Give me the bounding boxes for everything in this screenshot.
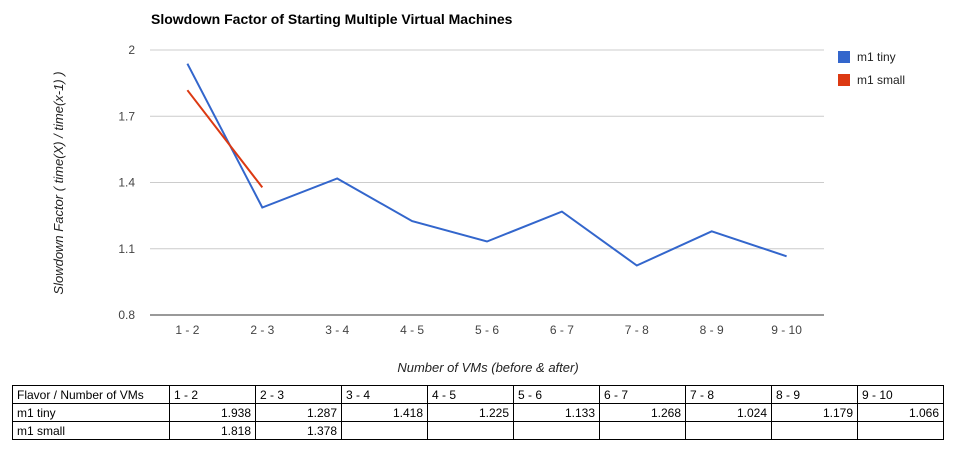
series-lines [186,63,787,267]
table-body: m1 tiny 1.938 1.287 1.418 1.225 1.133 1.268 1.0… [12,403,944,440]
x-tick-label: 5 - 6 [475,323,499,337]
y-tick-label: 1.1 [118,242,135,256]
table-cell: 1.024 [685,403,772,422]
x-axis-label: Number of VMs (before & after) [397,360,578,375]
table-cell [513,421,600,440]
legend-label: m1 tiny [857,50,896,64]
table-cell [771,421,858,440]
table-column-header: 9 - 10 [857,385,944,404]
table-column-header: 3 - 4 [341,385,428,404]
table-column-header: 2 - 3 [255,385,342,404]
x-tick-label: 6 - 7 [550,323,574,337]
table-cell [427,421,514,440]
table-cell [857,421,944,440]
series-line-m1-small [186,89,264,189]
x-tick-label: 7 - 8 [625,323,649,337]
y-axis-ticks: 0.8 1.1 1.4 1.7 2 [118,43,135,322]
table-cell: 1.268 [599,403,686,422]
legend-swatch [838,51,850,63]
table-cell: 1.225 [427,403,514,422]
chart-title: Slowdown Factor of Starting Multiple Vir… [151,11,513,27]
x-tick-label: 9 - 10 [771,323,802,337]
table-cell [599,421,686,440]
x-axis-ticks: 1 - 2 2 - 3 3 - 4 4 - 5 5 - 6 6 - 7 7 - 8 8 - 9… [175,323,802,337]
y-axis-label: Slowdown Factor ( time(X) / time(x-1) ) [51,71,66,294]
table-cell: 1.418 [341,403,428,422]
x-tick-label: 3 - 4 [325,323,349,337]
table-row-label: m1 tiny [12,403,170,422]
table-column-header: 1 - 2 [169,385,256,404]
y-tick-label: 1.7 [118,109,135,123]
x-tick-label: 4 - 5 [400,323,424,337]
table-column-header: 5 - 6 [513,385,600,404]
table-column-header: 7 - 8 [685,385,772,404]
table-cell [341,421,428,440]
table-column-header: 6 - 7 [599,385,686,404]
series-line-m1-tiny [186,63,787,267]
table-cell: 1.818 [169,421,256,440]
table-cell: 1.066 [857,403,944,422]
table-cell: 1.179 [771,403,858,422]
table-cell: 1.938 [169,403,256,422]
table-row-label: m1 small [12,421,170,440]
table-row: m1 tiny 1.938 1.287 1.418 1.225 1.133 1.268 1.0… [12,403,944,422]
x-tick-label: 1 - 2 [175,323,199,337]
table-cell: 1.378 [255,421,342,440]
x-tick-label: 8 - 9 [700,323,724,337]
table-column-header: 8 - 9 [771,385,858,404]
grid [150,49,824,316]
legend-label: m1 small [857,73,905,87]
y-tick-label: 2 [128,43,135,57]
table-cell [685,421,772,440]
table-row: m1 small 1.818 1.378 [12,421,944,440]
x-tick-label: 2 - 3 [250,323,274,337]
y-tick-label: 1.4 [118,176,135,190]
table-column-header: 4 - 5 [427,385,514,404]
table-cell: 1.287 [255,403,342,422]
line-chart: Slowdown Factor of Starting Multiple Vir… [51,11,905,375]
legend: m1 tiny m1 small [838,50,905,87]
table-corner-header: Flavor / Number of VMs [12,385,170,404]
table-cell: 1.133 [513,403,600,422]
y-tick-label: 0.8 [118,308,135,322]
legend-swatch [838,74,850,86]
